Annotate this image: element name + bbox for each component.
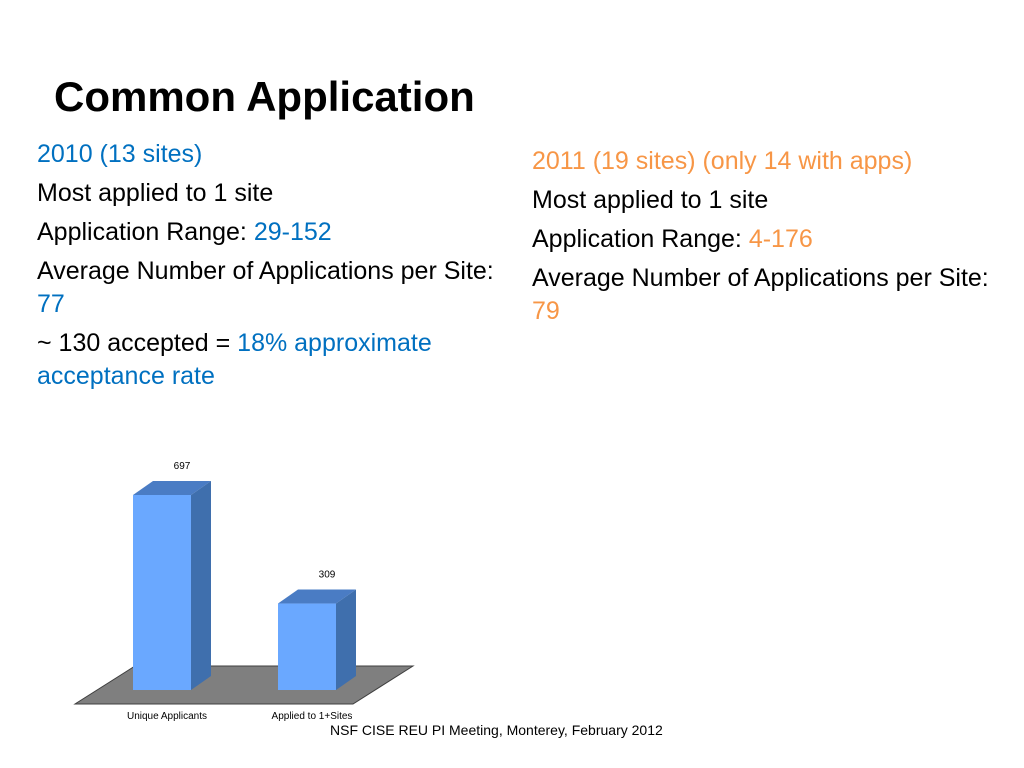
bar-top-unique-applicants (133, 481, 211, 495)
bar-applied-to-1-sites (278, 603, 336, 690)
bar-side-applied-to-1-sites (336, 589, 356, 690)
data-label-applied-to-1-sites: 309 (319, 570, 336, 581)
accepted-value-2010: 18% approximate acceptance rate (37, 329, 432, 390)
range-value-2010: 29-152 (253, 218, 332, 246)
applicants-bar-chart: 697 Unique Applicants 309 Applied to 1+Site… (73, 461, 415, 722)
range-value-2011: 4-176 (748, 225, 813, 253)
range-label-2011: Application Range: (532, 225, 749, 253)
category-label-applied-to-1-sites: Applied to 1+Sites (272, 711, 353, 722)
heading-2010: 2010 (13 sites) (37, 140, 203, 168)
most-applied-2011: Most applied to 1 site (532, 186, 769, 214)
average-label-2010: Average Number of Applications per Site: (37, 257, 494, 285)
range-label-2010: Application Range: (37, 218, 254, 246)
heading-2011: 2011 (19 sites) (only 14 with apps) (532, 147, 913, 175)
range-2010: Application Range: 29-152 (37, 216, 507, 249)
column-2011: 2011 (19 sites) (only 14 with apps) Most… (532, 145, 992, 334)
range-2011: Application Range: 4-176 (532, 223, 992, 256)
average-value-2010: 77 (37, 290, 65, 318)
column-2010: 2010 (13 sites) Most applied to 1 site A… (37, 138, 507, 399)
accepted-label-2010: ~ 130 accepted = (37, 329, 238, 357)
average-label-2011: Average Number of Applications per Site: (532, 264, 989, 292)
chart-floor (73, 665, 415, 705)
footer: NSF CISE REU PI Meeting, Monterey, Febru… (330, 722, 663, 738)
bar-unique-applicants (133, 495, 191, 690)
bar-side-unique-applicants (191, 481, 211, 690)
category-label-unique-applicants: Unique Applicants (127, 711, 207, 722)
average-value-2011: 79 (532, 297, 560, 325)
slide-title: Common Application (54, 73, 475, 120)
average-2010: Average Number of Applications per Site:… (37, 255, 507, 321)
accepted-2010: ~ 130 accepted = 18% approximate accepta… (37, 327, 507, 393)
bar-top-applied-to-1-sites (278, 589, 356, 604)
most-applied-2010: Most applied to 1 site (37, 179, 274, 207)
average-2011: Average Number of Applications per Site:… (532, 262, 992, 328)
data-label-unique-applicants: 697 (174, 461, 191, 472)
